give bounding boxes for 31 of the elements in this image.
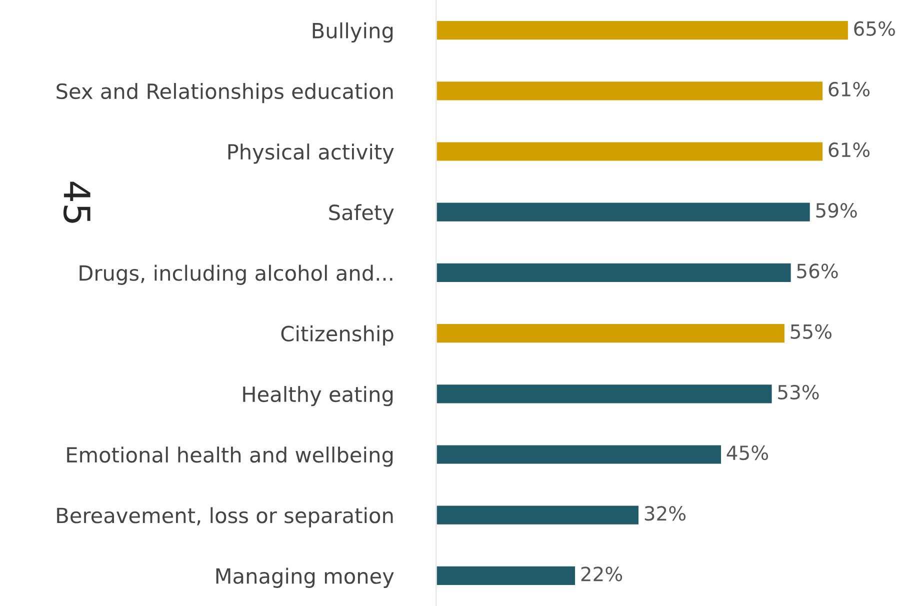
y-tick-label: Managing money xyxy=(216,568,394,588)
bar xyxy=(436,504,640,526)
y-tick-label: Drugs, including alcohol and... xyxy=(80,264,392,285)
bar xyxy=(436,201,812,223)
data-label: 65% xyxy=(854,21,895,36)
y-tick-label: Citizenship xyxy=(281,325,394,346)
bar xyxy=(436,20,850,41)
bar xyxy=(436,322,786,344)
bar xyxy=(436,80,824,102)
data-label: 22% xyxy=(581,566,622,582)
bar xyxy=(436,565,576,586)
bar xyxy=(436,262,792,284)
bar xyxy=(436,444,722,466)
data-label: 53% xyxy=(778,384,819,400)
y-tick-label: Sex and Relationships education xyxy=(56,82,393,104)
data-label: 59% xyxy=(816,203,857,218)
y-tick-label: Healthy eating xyxy=(243,386,393,406)
data-label: 55% xyxy=(790,324,832,339)
data-label: 45% xyxy=(726,445,768,460)
text: 45 xyxy=(63,182,90,223)
bar xyxy=(436,140,824,162)
data-label: 61% xyxy=(828,142,870,158)
bar xyxy=(436,383,774,405)
y-tick-label: Physical activity xyxy=(228,144,394,164)
y-tick-label: Bereavement, loss or separation xyxy=(57,507,393,528)
y-tick-label: Bullying xyxy=(312,22,393,43)
data-label: 56% xyxy=(797,264,838,278)
y-tick-label: Emotional health and wellbeing xyxy=(67,446,393,467)
data-label: 32% xyxy=(644,506,686,521)
y-tick-label: Safety xyxy=(329,204,394,224)
data-label: 61% xyxy=(828,82,870,97)
